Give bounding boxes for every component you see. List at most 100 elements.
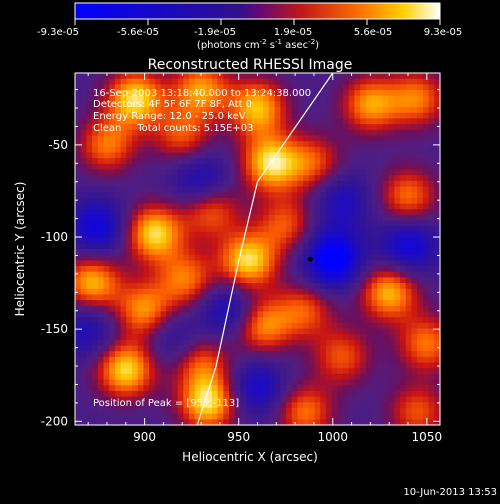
heatmap-cell [434,141,441,148]
heatmap-cell [394,322,401,330]
heatmap-cell [331,124,338,131]
heatmap-cell [120,294,127,301]
heatmap-cell [149,351,156,358]
heatmap-cell [75,129,82,137]
heatmap-cell [92,169,99,176]
heatmap-cell [297,175,304,182]
heatmap-cell [149,254,156,261]
heatmap-cell [126,180,133,188]
heatmap-cell [257,146,264,154]
heatmap-cell [365,396,373,403]
heatmap-cell [97,101,105,108]
heatmap-cell [405,356,413,364]
heatmap-cell [246,124,253,131]
heatmap-cell [268,300,276,307]
heatmap-cell [388,294,395,301]
heatmap-cell [143,180,150,188]
heatmap-cell [211,226,219,233]
heatmap-cell [422,129,430,137]
heatmap-cell [388,407,395,415]
heatmap-cell [194,141,202,148]
heatmap-cell [217,334,224,341]
heatmap-cell [405,317,413,324]
heatmap-cell [343,180,350,188]
heatmap-cell [126,112,133,120]
heatmap-cell [171,305,179,313]
heatmap-cell [154,249,162,256]
heatmap-cell [297,243,304,250]
heatmap-cell [251,214,259,222]
heatmap-cell [325,146,333,154]
heatmap-cell [286,271,293,278]
heatmap-cell [263,118,270,125]
heatmap-cell [365,203,373,210]
heatmap-cell [337,254,344,261]
heatmap-cell [286,339,293,347]
heatmap-cell [92,277,99,284]
heatmap-cell [274,124,281,131]
heatmap-cell [428,158,435,165]
heatmap-cell [417,90,424,97]
heatmap-cell [114,220,122,227]
heatmap-cell [365,300,373,307]
heatmap-cell [194,231,202,239]
heatmap-cell [303,243,310,250]
heatmap-cell [303,283,310,290]
heatmap-cell [331,396,338,403]
heatmap-cell [240,283,247,290]
heatmap-cell [171,334,179,341]
heatmap-cell [183,175,190,182]
heatmap-cell [360,339,367,347]
heatmap-cell [86,124,93,131]
heatmap-cell [371,152,378,159]
heatmap-cell [394,203,401,210]
heatmap-cell [206,243,213,250]
heatmap-cell [382,124,390,131]
heatmap-cell [103,209,110,216]
heatmap-cell [223,379,230,386]
heatmap-cell [177,118,184,125]
heatmap-cell [263,328,270,335]
heatmap-cell [211,402,219,409]
heatmap-cell [314,135,321,142]
heatmap-cell [120,385,127,392]
heatmap-cell [263,209,270,216]
heatmap-cell [434,345,441,352]
heatmap-cell [405,345,413,352]
heatmap-cell [331,373,338,381]
heatmap-cell [400,135,407,142]
heatmap-cell [240,362,247,369]
heatmap-cell [434,254,441,261]
heatmap-cell [194,328,202,335]
heatmap-cell [126,163,133,171]
heatmap-cell [126,254,133,261]
heatmap-cell [434,78,441,85]
heatmap-cell [126,78,133,85]
heatmap-cell [286,407,293,415]
heatmap-cell [120,101,127,108]
heatmap-cell [297,254,304,261]
heatmap-cell [286,345,293,352]
heatmap-cell [223,197,230,205]
heatmap-cell [206,158,213,165]
heatmap-cell [422,271,430,278]
heatmap-cell [354,95,361,102]
heatmap-cell [263,288,270,296]
heatmap-cell [251,368,259,375]
heatmap-cell [308,237,316,244]
heatmap-cell [286,419,293,426]
heatmap-cell [365,288,373,296]
heatmap-cell [86,271,93,278]
heatmap-cell [154,271,162,278]
heatmap-cell [257,254,264,261]
heatmap-cell [268,385,276,392]
heatmap-cell [240,107,247,114]
colorbar-tick-label: -5.6e-05 [117,27,159,38]
heatmap-cell [303,152,310,159]
heatmap-cell [103,107,110,114]
heatmap-cell [200,277,207,284]
heatmap-cell [92,214,99,222]
heatmap-cell [308,84,316,91]
heatmap-cell [194,158,202,165]
heatmap-cell [377,135,384,142]
